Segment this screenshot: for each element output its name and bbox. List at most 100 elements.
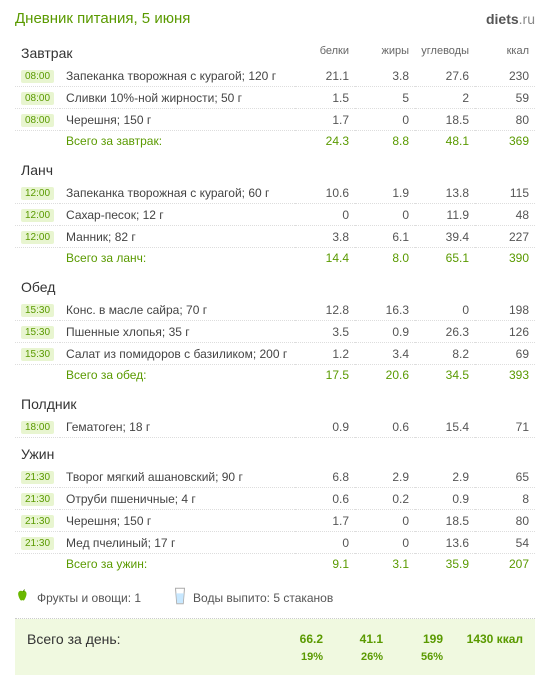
meal-subtotal: Всего за обед:17.520.634.5393	[15, 365, 535, 389]
subtotal-kcal: 393	[475, 365, 535, 389]
subtotal-protein: 9.1	[295, 554, 355, 578]
fat-val: 0	[355, 109, 415, 131]
meal-name: Ланч	[15, 154, 535, 182]
day-total: Всего за день: 66.2 41.1 199 1430 ккал 1…	[15, 619, 535, 675]
fat-val: 5	[355, 87, 415, 109]
kcal-val: 54	[475, 532, 535, 554]
time-cell: 08:00	[15, 65, 60, 87]
time-badge: 12:00	[21, 231, 54, 244]
food-name: Сливки 10%-ной жирности; 50 г	[60, 87, 295, 109]
food-row: 15:30Конс. в масле сайра; 70 г12.816.301…	[15, 299, 535, 321]
col-kcal: ккал	[475, 37, 535, 65]
kcal-val: 198	[475, 299, 535, 321]
subtotal-label: Всего за ужин:	[60, 554, 295, 578]
kcal-val: 59	[475, 87, 535, 109]
food-name: Творог мягкий ашановский; 90 г	[60, 466, 295, 488]
day-total-protein: 66.2	[269, 629, 329, 649]
time-badge: 08:00	[21, 70, 54, 83]
food-name: Отруби пшеничные; 4 г	[60, 488, 295, 510]
diary-table: Завтракбелкижирыуглеводыккал08:00Запекан…	[15, 37, 535, 577]
kcal-val: 48	[475, 204, 535, 226]
food-row: 21:30Мед пчелиный; 17 г0013.654	[15, 532, 535, 554]
time-cell: 12:00	[15, 182, 60, 204]
day-total-kcal: 1430 ккал	[449, 629, 529, 649]
kcal-val: 69	[475, 343, 535, 365]
food-row: 08:00 Запеканка творожная с курагой; 120 …	[15, 65, 535, 87]
fat-val: 3.8	[355, 65, 415, 87]
carbs-val: 2.9	[415, 466, 475, 488]
kcal-val: 126	[475, 321, 535, 343]
food-row: 21:30Отруби пшеничные; 4 г0.60.20.98	[15, 488, 535, 510]
subtotal-fat: 3.1	[355, 554, 415, 578]
fruits-label: Фрукты и овощи: 1	[37, 591, 141, 605]
food-name: Сахар-песок; 12 г	[60, 204, 295, 226]
time-cell: 15:30	[15, 321, 60, 343]
time-cell: 12:00	[15, 226, 60, 248]
fat-val: 16.3	[355, 299, 415, 321]
fat-val: 6.1	[355, 226, 415, 248]
protein-val: 6.8	[295, 466, 355, 488]
kcal-val: 65	[475, 466, 535, 488]
food-row: 12:00Манник; 82 г3.86.139.4227	[15, 226, 535, 248]
apple-icon	[15, 588, 31, 607]
carbs-val: 2	[415, 87, 475, 109]
meal-subtotal: Всего за ланч:14.48.065.1390	[15, 248, 535, 272]
kcal-val: 8	[475, 488, 535, 510]
protein-val: 0.9	[295, 416, 355, 438]
col-fat: жиры	[355, 37, 415, 65]
subtotal-carbs: 65.1	[415, 248, 475, 272]
food-name: Черешня; 150 г	[60, 510, 295, 532]
day-pct-protein: 19%	[269, 649, 329, 665]
food-name: Гематоген; 18 г	[60, 416, 295, 438]
time-badge: 21:30	[21, 471, 54, 484]
day-pct-kcal	[449, 649, 529, 665]
day-total-carbs: 199	[389, 629, 449, 649]
logo-suffix: .ru	[519, 11, 535, 27]
col-carbs: углеводы	[415, 37, 475, 65]
time-badge: 15:30	[21, 304, 54, 317]
time-badge: 21:30	[21, 515, 54, 528]
meal-name: Обед	[15, 271, 535, 299]
subtotal-protein: 14.4	[295, 248, 355, 272]
time-badge: 08:00	[21, 92, 54, 105]
day-total-label: Всего за день:	[21, 629, 269, 649]
protein-val: 1.7	[295, 109, 355, 131]
food-row: 08:00Черешня; 150 г1.7018.580	[15, 109, 535, 131]
page-title: Дневник питания, 5 июня	[15, 10, 190, 27]
glass-icon	[173, 587, 187, 608]
time-badge: 12:00	[21, 187, 54, 200]
food-name: Конс. в масле сайра; 70 г	[60, 299, 295, 321]
food-name: Запеканка творожная с курагой; 120 г	[60, 65, 295, 87]
time-badge: 15:30	[21, 326, 54, 339]
food-name: Салат из помидоров с базиликом; 200 г	[60, 343, 295, 365]
kcal-val: 230	[475, 65, 535, 87]
subtotal-kcal: 369	[475, 131, 535, 155]
time-cell: 15:30	[15, 343, 60, 365]
subtotal-label: Всего за завтрак:	[60, 131, 295, 155]
time-cell: 18:00	[15, 416, 60, 438]
day-pct-fat: 26%	[329, 649, 389, 665]
kcal-val: 227	[475, 226, 535, 248]
subtotal-carbs: 35.9	[415, 554, 475, 578]
time-badge: 08:00	[21, 114, 54, 127]
time-cell: 12:00	[15, 204, 60, 226]
time-cell: 21:30	[15, 488, 60, 510]
carbs-val: 18.5	[415, 109, 475, 131]
fat-val: 2.9	[355, 466, 415, 488]
logo-bold: diets	[486, 11, 519, 27]
time-badge: 12:00	[21, 209, 54, 222]
kcal-val: 71	[475, 416, 535, 438]
food-row: 18:00Гематоген; 18 г0.90.615.471	[15, 416, 535, 438]
header: Дневник питания, 5 июня diets.ru	[15, 10, 535, 27]
food-name: Черешня; 150 г	[60, 109, 295, 131]
food-name: Мед пчелиный; 17 г	[60, 532, 295, 554]
protein-val: 1.2	[295, 343, 355, 365]
food-row: 08:00Сливки 10%-ной жирности; 50 г1.5525…	[15, 87, 535, 109]
meal-name: Завтрак	[15, 37, 295, 65]
fat-val: 0.9	[355, 321, 415, 343]
protein-val: 12.8	[295, 299, 355, 321]
time-cell: 21:30	[15, 510, 60, 532]
food-row: 21:30Черешня; 150 г1.7018.580	[15, 510, 535, 532]
logo: diets.ru	[486, 11, 535, 27]
meal-name: Полдник	[15, 388, 535, 416]
